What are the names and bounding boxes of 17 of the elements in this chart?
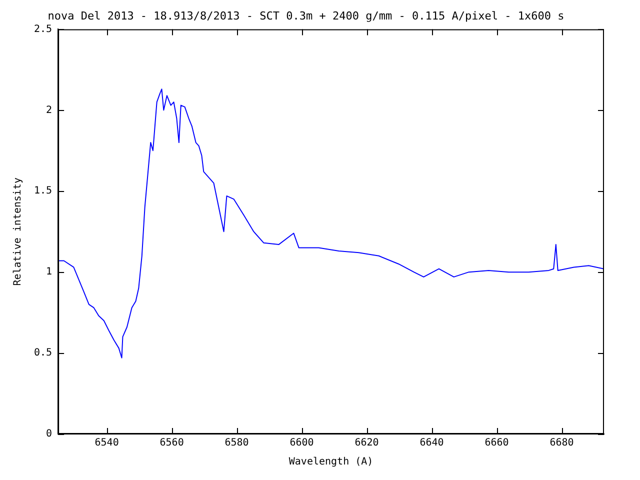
x-tick-label: 6620 xyxy=(354,438,379,449)
x-tick-label: 6600 xyxy=(290,438,314,449)
x-tick-label: 6560 xyxy=(160,438,184,449)
x-axis-title: Wavelength (A) xyxy=(288,456,374,468)
y-tick-label: 2 xyxy=(46,104,52,116)
y-tick-label: 2.5 xyxy=(34,24,52,35)
x-tick-label: 6660 xyxy=(484,438,509,449)
x-tick-label: 6680 xyxy=(550,438,574,449)
y-tick-label: 0 xyxy=(46,428,52,440)
chart-title: nova Del 2013 - 18.913/8/2013 - SCT 0.3m + 2400 g/mm - 0.115 A/pixel - 1x600 s xyxy=(48,9,564,22)
x-tick-label: 6580 xyxy=(224,438,249,449)
y-tick-label: 1 xyxy=(46,266,52,278)
x-tick-label: 6640 xyxy=(420,438,444,449)
x-tick-label: 6540 xyxy=(94,438,119,449)
y-tick-label: 1.5 xyxy=(34,186,52,197)
y-axis-title: Relative intensity xyxy=(12,177,24,286)
y-tick-label: 0.5 xyxy=(34,348,52,359)
